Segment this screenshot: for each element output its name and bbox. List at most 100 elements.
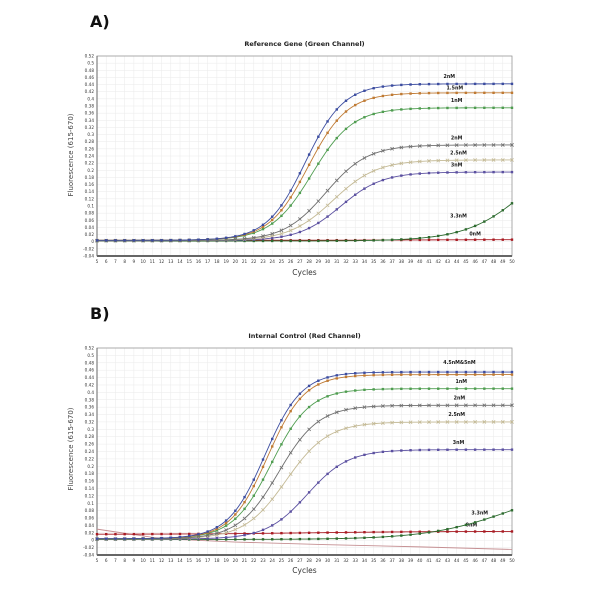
data-point-marker — [298, 392, 302, 395]
data-point-marker — [317, 379, 320, 382]
y-tick-label: 0.52 — [85, 54, 95, 59]
data-point-marker — [289, 189, 292, 192]
data-point-marker — [298, 224, 302, 228]
data-point-marker — [483, 373, 486, 376]
x-tick-label: 19 — [223, 558, 229, 563]
data-point-marker — [197, 238, 200, 241]
x-tick-label: 37 — [389, 558, 395, 563]
data-point-marker — [437, 82, 440, 86]
data-point-marker — [464, 82, 468, 86]
data-point-marker — [261, 532, 265, 535]
data-point-marker — [243, 495, 246, 499]
data-point-marker — [317, 399, 320, 402]
data-point-marker — [400, 174, 403, 177]
data-point-marker — [473, 82, 477, 86]
data-point-marker — [141, 537, 145, 540]
data-point-marker — [280, 214, 283, 218]
data-point-marker — [436, 143, 441, 148]
y-tick-label: 0.36 — [85, 405, 95, 410]
data-point-marker — [381, 110, 385, 114]
series-curve — [97, 421, 512, 540]
data-point-marker — [446, 82, 449, 86]
data-point-marker — [409, 530, 412, 534]
data-point-marker — [334, 178, 339, 183]
data-point-marker — [280, 538, 283, 541]
data-point-marker — [326, 120, 329, 123]
x-tick-label: 30 — [325, 259, 331, 264]
x-tick-label: 48 — [491, 558, 497, 563]
data-point-marker — [390, 370, 394, 374]
data-point-marker — [409, 449, 412, 452]
data-point-marker — [188, 532, 191, 536]
data-point-marker — [418, 92, 421, 95]
x-tick-label: 25 — [279, 558, 285, 563]
data-point-marker — [234, 513, 237, 516]
series-label: 1.5nM — [446, 85, 463, 91]
y-tick-label: 0.26 — [85, 442, 95, 447]
data-point-marker — [418, 370, 421, 374]
x-tick-label: 28 — [306, 558, 312, 563]
y-tick-label: 0.12 — [85, 493, 95, 498]
data-point-marker — [362, 405, 367, 410]
series-curve — [97, 171, 512, 242]
y-tick-label: 0.22 — [85, 456, 95, 461]
data-point-marker — [400, 108, 403, 111]
data-point-marker — [251, 516, 256, 521]
data-point-marker — [500, 158, 505, 162]
data-point-marker — [271, 215, 274, 218]
data-point-marker — [464, 171, 468, 174]
data-point-marker — [417, 420, 422, 425]
x-tick-label: 30 — [325, 558, 331, 563]
data-point-marker — [482, 403, 487, 408]
data-point-marker — [390, 403, 394, 408]
data-point-marker — [464, 523, 468, 527]
data-point-marker — [224, 538, 228, 541]
y-tick-label: 0.42 — [85, 382, 95, 387]
data-point-marker — [491, 420, 496, 424]
x-tick-label: 13 — [168, 259, 174, 264]
data-point-marker — [206, 238, 209, 241]
series-label: 1nM — [451, 98, 463, 104]
data-point-marker — [427, 171, 431, 175]
data-point-marker — [197, 533, 200, 536]
data-point-marker — [243, 533, 246, 537]
data-point-marker — [325, 203, 330, 208]
data-point-marker — [363, 374, 366, 377]
y-tick-label: 0.08 — [85, 211, 95, 216]
data-point-marker — [510, 448, 514, 451]
x-tick-label: 50 — [509, 558, 515, 563]
data-point-marker — [464, 370, 468, 374]
data-point-marker — [271, 445, 274, 448]
y-tick-label: 0.2 — [87, 464, 94, 469]
data-point-marker — [454, 143, 459, 147]
y-tick-label: -0.02 — [83, 246, 94, 251]
x-tick-label: 46 — [472, 259, 478, 264]
y-tick-label: 0.1 — [87, 501, 94, 506]
data-point-marker — [307, 208, 311, 213]
data-point-marker — [188, 534, 191, 538]
y-tick-label: 0.02 — [85, 530, 95, 535]
data-point-marker — [454, 403, 459, 408]
y-tick-label: 0.22 — [85, 161, 95, 166]
y-tick-label: 0.44 — [85, 375, 95, 380]
data-point-marker — [279, 228, 284, 233]
data-point-marker — [501, 512, 504, 515]
x-tick-label: 49 — [500, 558, 506, 563]
data-point-marker — [326, 379, 329, 382]
data-point-marker — [473, 521, 477, 524]
data-point-marker — [510, 420, 514, 424]
data-point-marker — [390, 163, 394, 167]
data-point-marker — [335, 392, 338, 395]
data-point-marker — [243, 232, 246, 236]
data-point-marker — [400, 238, 403, 241]
series-curve — [97, 449, 512, 540]
y-tick-label: 0.48 — [85, 360, 95, 365]
data-point-marker — [344, 200, 348, 204]
x-tick-label: 22 — [251, 558, 257, 563]
data-point-marker — [326, 148, 329, 152]
x-tick-label: 23 — [260, 558, 266, 563]
x-tick-label: 23 — [260, 259, 266, 264]
data-point-marker — [363, 530, 366, 534]
data-point-marker — [455, 387, 458, 390]
x-tick-label: 9 — [133, 558, 136, 563]
